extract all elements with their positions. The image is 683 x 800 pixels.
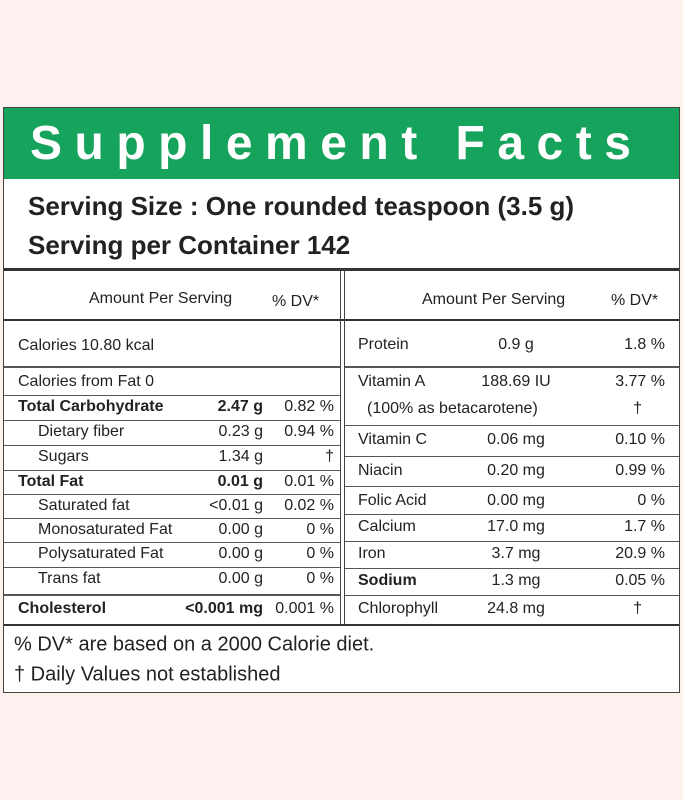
row-line xyxy=(4,542,340,543)
row-line xyxy=(4,444,340,446)
nutrient-dv: 0.01 % xyxy=(284,473,334,490)
nutrient-name: Total Carbohydrate xyxy=(18,398,164,415)
nutrient-dv: 1.7 % xyxy=(624,518,665,535)
nutrient-dv: 0.94 % xyxy=(284,423,334,440)
nutrient-dv: 0.82 % xyxy=(284,398,334,415)
nutrient-dv: 0 % xyxy=(637,492,665,509)
nutrient-amount: 0.00 g xyxy=(218,545,263,562)
nutrient-name: Dietary fiber xyxy=(38,423,125,440)
nutrient-dv: 1.8 % xyxy=(624,336,665,353)
nutrient-dv: 0.02 % xyxy=(284,497,334,514)
row-line xyxy=(4,518,340,519)
nutrient-dv: 0 % xyxy=(306,545,334,562)
row-line xyxy=(345,595,679,596)
nutrient-name: Vitamin C xyxy=(358,431,428,448)
nutrient-amount: 0.06 mg xyxy=(487,431,545,448)
nutrient-dv: 3.77 % xyxy=(615,373,665,390)
nutrient-amount: 1.34 g xyxy=(218,448,263,465)
divider xyxy=(4,624,679,626)
nutrient-amount: 188.69 IU xyxy=(481,373,551,390)
row-line xyxy=(4,469,340,471)
nutrient-amount: 0.00 mg xyxy=(487,492,545,509)
nutrient-amount: 0.01 g xyxy=(217,473,263,490)
nutrient-amount: <0.001 mg xyxy=(185,600,263,617)
divider xyxy=(4,268,679,271)
nutrient-amount: 0.00 g xyxy=(218,570,263,587)
nutrient-dv: 0.10 % xyxy=(615,431,665,448)
nutrient-name: Saturated fat xyxy=(38,497,130,514)
nutrient-name: Trans fat xyxy=(38,570,101,587)
column-header: Amount Per Serving xyxy=(89,290,233,307)
nutrient-name: Cholesterol xyxy=(18,600,107,617)
nutrient-name: Sodium xyxy=(358,572,417,589)
nutrient-dv: 0.99 % xyxy=(615,462,665,479)
column-header: % DV* xyxy=(272,293,320,310)
nutrient-amount: 0.20 mg xyxy=(487,462,545,479)
nutrient-amount: 2.47 g xyxy=(217,398,263,415)
footnote: % DV* are based on a 2000 Calorie diet. xyxy=(14,633,375,656)
nutrient-name: Sugars xyxy=(38,448,89,465)
row-line xyxy=(345,455,679,457)
nutrient-name: Protein xyxy=(358,336,409,353)
row-line xyxy=(345,540,679,542)
footnote: † Daily Values not established xyxy=(14,663,281,686)
row-line xyxy=(345,424,679,426)
nutrient-dv: † xyxy=(325,448,334,465)
nutrient-amount: <0.01 g xyxy=(209,497,263,514)
nutrient-dv: 0 % xyxy=(306,570,334,587)
nutrient-amount: 0.23 g xyxy=(218,423,263,440)
row-line xyxy=(345,486,679,487)
row-line xyxy=(4,419,340,421)
nutrient-name: Folic Acid xyxy=(358,492,427,509)
nutrient-name: Calories from Fat 0 xyxy=(18,373,155,390)
nutrient-amount: 24.8 mg xyxy=(487,600,545,617)
nutrient-amount: 1.3 mg xyxy=(491,572,541,589)
nutrient-dv: 20.9 % xyxy=(615,545,665,562)
nutrient-name: Monosaturated Fat xyxy=(38,521,173,538)
nutrient-name: Total Fat xyxy=(18,473,84,490)
title: Supplement Facts xyxy=(30,117,644,170)
nutrient-name: Calcium xyxy=(358,518,416,535)
supplement-facts-label: Supplement Facts Serving Size : One roun… xyxy=(3,107,680,693)
servings-per-container: Serving per Container 142 xyxy=(28,230,351,260)
nutrient-name: Niacin xyxy=(358,462,403,479)
nutrient-name: Vitamin A xyxy=(358,373,426,390)
nutrient-name: Iron xyxy=(358,545,386,562)
serving-size: Serving Size : One rounded teaspoon (3.5… xyxy=(28,191,575,221)
nutrient-name: Chlorophyll xyxy=(358,600,439,617)
header-band: Supplement Facts xyxy=(4,108,679,179)
row-line xyxy=(4,594,340,596)
row-line xyxy=(345,365,679,368)
nutrient-name: Calories 10.80 kcal xyxy=(18,337,155,354)
row-line xyxy=(4,366,340,368)
row-line xyxy=(4,566,340,568)
nutrient-name: Polysaturated Fat xyxy=(38,545,164,562)
row-line xyxy=(345,567,679,569)
column-header: % DV* xyxy=(611,292,659,309)
column-divider xyxy=(344,270,345,625)
column-divider xyxy=(340,270,341,625)
nutrient-dv: 0.001 % xyxy=(275,600,334,617)
nutrient-amount: 3.7 mg xyxy=(491,545,541,562)
row-line xyxy=(345,514,679,515)
nutrient-dv: 0 % xyxy=(306,521,334,538)
divider xyxy=(4,319,679,321)
row-line xyxy=(4,394,340,396)
nutrient-dv: † xyxy=(633,400,642,417)
row-line xyxy=(4,494,340,495)
column-header: Amount Per Serving xyxy=(422,291,566,308)
nutrient-amount: 0.9 g xyxy=(498,336,534,353)
nutrient-amount: 0.00 g xyxy=(218,521,263,538)
nutrient-name: (100% as betacarotene) xyxy=(367,400,538,417)
nutrient-amount: 17.0 mg xyxy=(487,518,545,535)
nutrient-dv: † xyxy=(633,600,642,617)
nutrient-dv: 0.05 % xyxy=(615,572,665,589)
